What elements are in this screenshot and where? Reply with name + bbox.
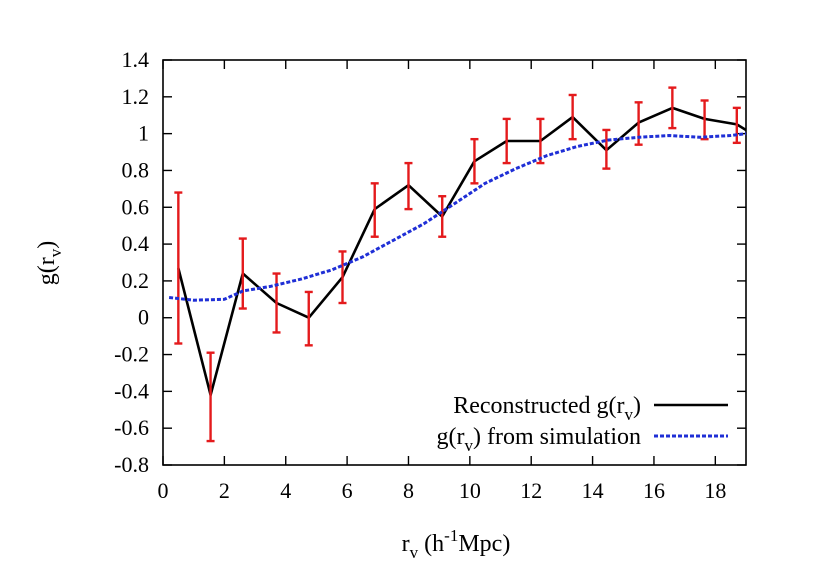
plot-frame <box>162 59 747 466</box>
x-tick-label: 10 <box>459 478 481 503</box>
series-group <box>168 86 747 443</box>
y-tick-label: 0 <box>138 305 149 330</box>
plot-frame-group <box>162 59 747 466</box>
y-tick-label: 0.8 <box>122 157 150 182</box>
x-tick-label: 4 <box>280 478 291 503</box>
reconstructed-line <box>177 106 747 397</box>
x-axis-title: rv (h-1Mpc) <box>402 526 511 562</box>
x-tick-label: 2 <box>219 478 230 503</box>
x-tick-label: 0 <box>158 478 169 503</box>
y-tick-label: 1.2 <box>122 84 150 109</box>
y-tick-label: 0.6 <box>122 194 150 219</box>
y-tick-label: 1.4 <box>122 47 150 72</box>
simulation-line <box>168 132 747 302</box>
y-tick-label: 1 <box>138 121 149 146</box>
legend-label-1: g(rv) from simulation <box>437 424 641 455</box>
y-tick-label: 0.2 <box>122 268 150 293</box>
x-tick-label: 14 <box>582 478 604 503</box>
y-axis-title: g(rv) <box>34 241 65 285</box>
y-tick-label: -0.2 <box>114 342 149 367</box>
y-tick-label: 0.4 <box>122 231 150 256</box>
x-tick-label: 8 <box>403 478 414 503</box>
x-tick-label: 6 <box>342 478 353 503</box>
ticks-group: 0 2 4 6 8 10 12 14 16 18 -0.8 -0.6 -0.4 -0.2 0 0.2 0.4 0.… <box>114 47 746 503</box>
y-tick-label: -0.4 <box>114 378 149 403</box>
y-tick-label: -0.8 <box>114 452 149 477</box>
x-tick-label: 18 <box>704 478 726 503</box>
x-tick-label: 16 <box>643 478 665 503</box>
y-tick-label: -0.6 <box>114 415 149 440</box>
legend: Reconstructed g(rv)g(rv) from simulation <box>437 393 728 455</box>
x-tick-label: 12 <box>520 478 542 503</box>
legend-label-0: Reconstructed g(rv) <box>453 393 641 424</box>
